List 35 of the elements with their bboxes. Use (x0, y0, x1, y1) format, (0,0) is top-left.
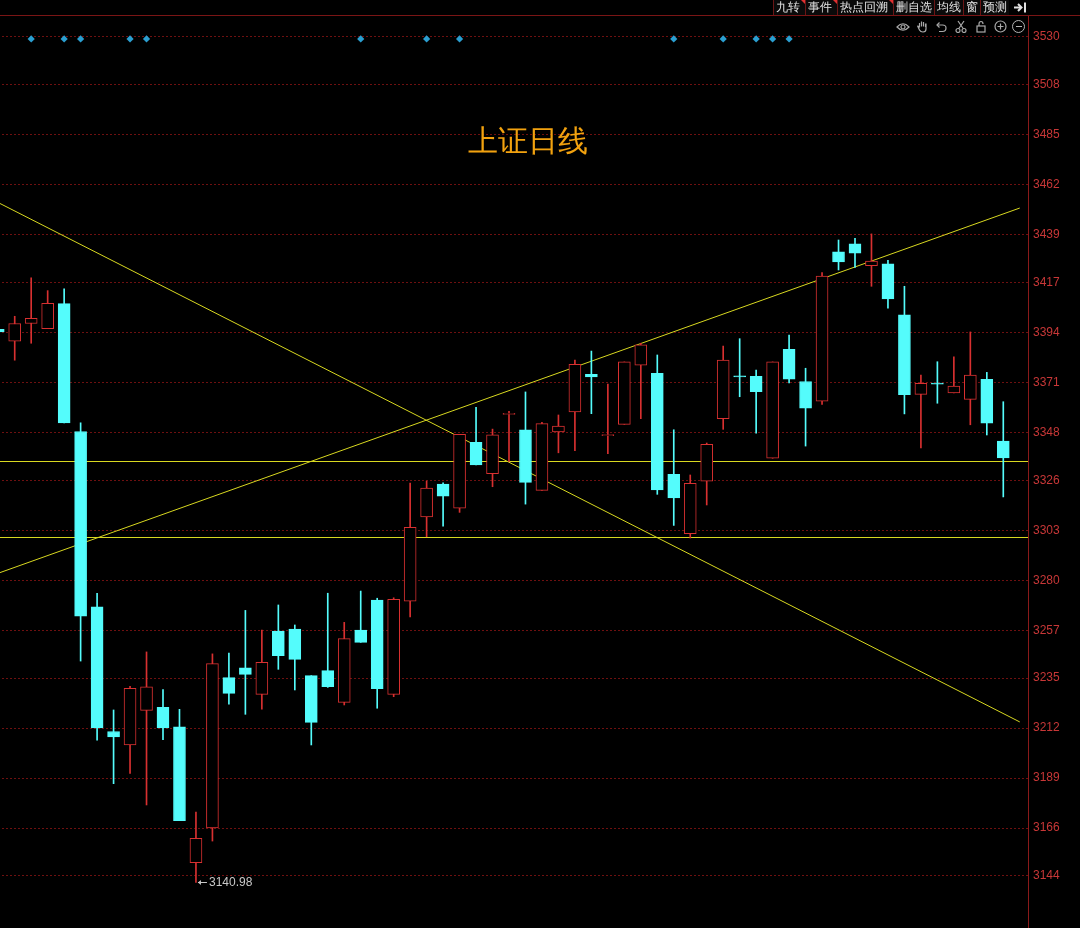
text: 热点回溯 (840, 0, 888, 14)
y-tick-label: 3280 (1033, 572, 1061, 587)
candlestick (24, 277, 38, 344)
y-tick-label: 3439 (1033, 226, 1061, 241)
candlestick (996, 401, 1010, 498)
candlestick (321, 592, 335, 688)
y-tick-label: 3326 (1033, 472, 1061, 487)
candlestick (354, 590, 368, 643)
y-tick-label: 3144 (1033, 868, 1061, 883)
text: 删自选 (896, 0, 932, 14)
annotation: 3140.98 (208, 874, 253, 889)
y-tick-label: 3485 (1033, 126, 1061, 141)
text: 均线 (937, 0, 961, 14)
candlestick (914, 374, 928, 449)
text: 上证日线 (468, 122, 588, 160)
text: 九转 (776, 0, 800, 14)
y-tick-label: 3189 (1033, 770, 1061, 785)
y-tick-label: 3212 (1033, 720, 1061, 735)
candlestick (749, 369, 763, 434)
y-tick-label: 3371 (1033, 374, 1061, 389)
text: 预测 (983, 0, 1007, 14)
y-tick-label: 3417 (1033, 274, 1061, 289)
candlestick (502, 410, 516, 463)
candlestick (667, 429, 681, 526)
y-tick-label: 3530 (1033, 29, 1061, 44)
y-tick-label: 3235 (1033, 670, 1061, 685)
text: 窗 (966, 0, 978, 14)
y-tick-label: 3508 (1033, 76, 1061, 91)
y-tick-label: 3394 (1033, 324, 1061, 339)
y-tick-label: 3303 (1033, 522, 1061, 537)
y-tick-label: 3348 (1033, 424, 1061, 439)
y-tick-label: 3166 (1033, 820, 1061, 835)
y-tick-label: 3257 (1033, 622, 1061, 637)
text: 事件 (808, 0, 832, 14)
y-tick-label: 3462 (1033, 176, 1061, 191)
